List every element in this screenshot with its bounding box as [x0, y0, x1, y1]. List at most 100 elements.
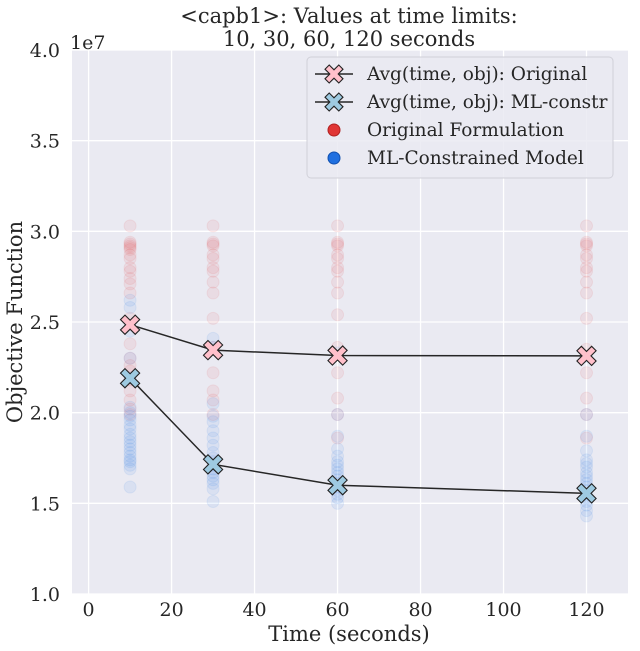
- scatter-point: [123, 462, 137, 476]
- scatter-point: [331, 407, 345, 421]
- scatter-point: [123, 351, 137, 365]
- scatter-point: [123, 286, 137, 300]
- legend-marker: [327, 151, 341, 165]
- scatter-point: [331, 429, 345, 443]
- scatter-point: [123, 422, 137, 436]
- scatter-point: [580, 469, 594, 483]
- scatter-point: [123, 446, 137, 460]
- x-tick-label: 80: [408, 599, 432, 621]
- scatter-point: [580, 219, 594, 233]
- scatter-point: [331, 237, 345, 251]
- scatter-point: [123, 277, 137, 291]
- legend-entry: Avg(time, obj): ML-constr: [366, 92, 608, 113]
- scatter-point: [123, 449, 137, 463]
- scatter-point: [580, 509, 594, 523]
- scatter-point: [580, 264, 594, 278]
- average-line: [129, 324, 587, 357]
- scatter-point: [331, 261, 345, 275]
- scatter-point: [123, 406, 137, 420]
- x-tick-label: 20: [159, 599, 183, 621]
- scatter-point: [123, 300, 137, 314]
- scatter-series: [123, 219, 594, 445]
- scatter-point: [331, 491, 345, 505]
- scatter-point: [206, 473, 220, 487]
- average-marker: [119, 367, 141, 389]
- scatter-point: [580, 261, 594, 275]
- scatter-point: [331, 431, 345, 445]
- scatter-point: [331, 391, 345, 405]
- scatter-point: [331, 286, 345, 300]
- scatter-point: [123, 264, 137, 278]
- scatter-point: [331, 462, 345, 476]
- scatter-point: [123, 337, 137, 351]
- y-tick-label: 1.5: [30, 493, 60, 515]
- legend-entry: Original Formulation: [367, 120, 564, 141]
- legend-marker: [327, 123, 341, 137]
- scatter-point: [123, 402, 137, 416]
- scatter-point: [206, 235, 220, 249]
- chart-title: <capb1>: Values at time limits:: [180, 4, 518, 28]
- scatter-point: [331, 264, 345, 278]
- scatter-point: [206, 237, 220, 251]
- scatter-point: [331, 496, 345, 510]
- x-tick-label: 120: [568, 599, 604, 621]
- scatter-point: [123, 237, 137, 251]
- scatter-point: [331, 248, 345, 262]
- x-tick-label: 60: [325, 599, 349, 621]
- scatter-point: [206, 409, 220, 423]
- scatter-point: [580, 366, 594, 380]
- scatter-point: [580, 466, 594, 480]
- scatter-point: [123, 271, 137, 285]
- scatter-point: [206, 424, 220, 438]
- scatter-point: [206, 275, 220, 289]
- scatter-point: [206, 407, 220, 421]
- scatter-point: [580, 429, 594, 443]
- scatter-point: [580, 311, 594, 325]
- scatter-point: [123, 351, 137, 365]
- scatter-point: [206, 366, 220, 380]
- scatter-point: [331, 219, 345, 233]
- scatter-point: [331, 308, 345, 322]
- scatter-point: [123, 453, 137, 467]
- scatter-point: [580, 286, 594, 300]
- scatter-point: [123, 293, 137, 307]
- scatter-point: [580, 456, 594, 470]
- legend-marker: [324, 64, 344, 84]
- scatter-point: [123, 458, 137, 472]
- scatter-point: [206, 252, 220, 266]
- scatter-point: [331, 458, 345, 472]
- scatter-point: [580, 391, 594, 405]
- scatter-point: [580, 248, 594, 262]
- scatter-point: [123, 252, 137, 266]
- scatter-point: [206, 248, 220, 262]
- scatter-point: [206, 311, 220, 325]
- scatter-point: [123, 235, 137, 249]
- scatter-point: [580, 407, 594, 421]
- scatter-point: [123, 407, 137, 421]
- average-marker: [576, 345, 597, 367]
- average-marker: [576, 482, 597, 504]
- average-series: [119, 314, 597, 367]
- average-line: [129, 377, 587, 495]
- scatter-point: [580, 453, 594, 467]
- scatter-point: [123, 442, 137, 456]
- scatter-point: [123, 241, 137, 255]
- y-tick-label: 3.5: [30, 131, 60, 153]
- legend: Avg(time, obj): Original Avg(time, obj): …: [306, 56, 614, 179]
- scatter-point: [331, 442, 345, 456]
- scatter-point: [206, 331, 220, 345]
- scatter-point: [123, 480, 137, 494]
- scatter-point: [331, 455, 345, 469]
- legend-marker: [324, 92, 344, 112]
- scatter-point: [123, 418, 137, 432]
- scatter-point: [331, 235, 345, 249]
- y-tick-label: 2.0: [30, 403, 60, 425]
- scatter-point: [331, 275, 345, 289]
- scatter-point: [206, 264, 220, 278]
- scatter-point: [123, 413, 137, 427]
- scatter-point: [206, 446, 220, 460]
- y-offset-label: 1e7: [70, 32, 105, 54]
- scatter-point: [580, 498, 594, 512]
- scatter-point: [331, 366, 345, 380]
